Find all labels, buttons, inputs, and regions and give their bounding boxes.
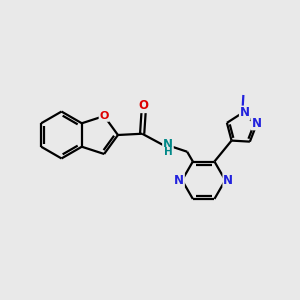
- Text: O: O: [139, 99, 148, 112]
- Text: N: N: [251, 117, 262, 130]
- Text: N: N: [163, 138, 173, 151]
- Text: N: N: [240, 106, 250, 119]
- Text: H: H: [164, 147, 172, 157]
- Text: O: O: [99, 111, 109, 121]
- Text: N: N: [174, 174, 184, 187]
- Text: N: N: [223, 174, 233, 187]
